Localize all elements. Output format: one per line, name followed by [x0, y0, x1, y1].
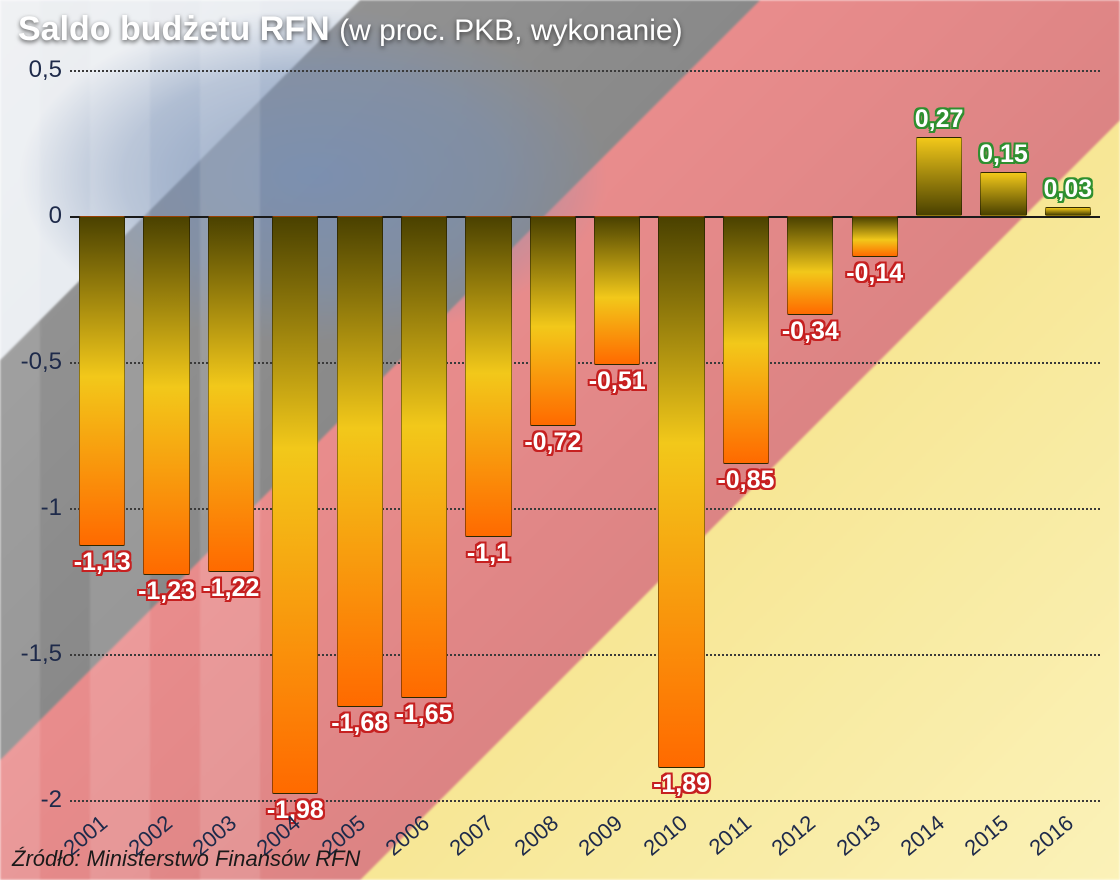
bar	[916, 137, 962, 216]
value-label: -1,22	[202, 574, 259, 603]
bar	[401, 216, 447, 698]
bar	[79, 216, 125, 546]
y-tick-label: -0,5	[2, 348, 62, 376]
x-tick-label: 2007	[445, 810, 499, 861]
title-main: Saldo budżetu RFN	[18, 10, 330, 48]
bar	[143, 216, 189, 575]
bar	[530, 216, 576, 426]
source-caption: Źródło: Ministerstwo Finansów RFN	[12, 846, 360, 872]
bar	[852, 216, 898, 257]
value-label: -1,89	[653, 770, 710, 799]
grid-line	[70, 70, 1100, 72]
bar	[337, 216, 383, 707]
bar	[208, 216, 254, 572]
grid-line	[70, 800, 1100, 802]
x-tick-label: 2012	[767, 810, 821, 861]
y-tick-label: -1	[2, 494, 62, 522]
x-tick-label: 2016	[1024, 810, 1078, 861]
bar	[272, 216, 318, 794]
value-label: -0,34	[782, 317, 839, 346]
bar	[594, 216, 640, 365]
value-label: 0,15	[979, 140, 1028, 169]
plot-area: 0,50-0,5-1-1,5-2-1,132001-1,232002-1,222…	[70, 70, 1100, 800]
x-tick-label: 2008	[509, 810, 563, 861]
value-label: 0,03	[1043, 175, 1092, 204]
value-label: -1,65	[396, 700, 453, 729]
value-label: -1,68	[331, 709, 388, 738]
value-label: -0,85	[717, 466, 774, 495]
x-tick-label: 2014	[896, 810, 950, 861]
y-tick-label: -1,5	[2, 640, 62, 668]
bar	[980, 172, 1026, 216]
title-subtitle: (w proc. PKB, wykonanie)	[339, 14, 682, 47]
y-tick-label: 0	[2, 202, 62, 230]
bar	[1045, 207, 1091, 216]
x-tick-label: 2010	[638, 810, 692, 861]
value-label: -1,13	[74, 548, 131, 577]
budget-balance-chart: Saldo budżetu RFN (w proc. PKB, wykonani…	[0, 0, 1120, 880]
value-label: -0,51	[589, 367, 646, 396]
x-tick-label: 2013	[831, 810, 885, 861]
bar	[723, 216, 769, 464]
value-label: -0,14	[846, 259, 903, 288]
value-label: -1,23	[138, 577, 195, 606]
value-label: 0,27	[915, 105, 964, 134]
bar	[658, 216, 704, 768]
x-tick-label: 2006	[381, 810, 435, 861]
y-tick-label: 0,5	[2, 56, 62, 84]
y-tick-label: -2	[2, 786, 62, 814]
bar	[787, 216, 833, 315]
grid-line	[70, 654, 1100, 656]
x-tick-label: 2009	[574, 810, 628, 861]
value-label: -1,1	[467, 539, 510, 568]
x-tick-label: 2015	[960, 810, 1014, 861]
chart-title: Saldo budżetu RFN (w proc. PKB, wykonani…	[18, 10, 683, 49]
x-tick-label: 2011	[704, 810, 757, 860]
bar	[465, 216, 511, 537]
value-label: -0,72	[524, 428, 581, 457]
